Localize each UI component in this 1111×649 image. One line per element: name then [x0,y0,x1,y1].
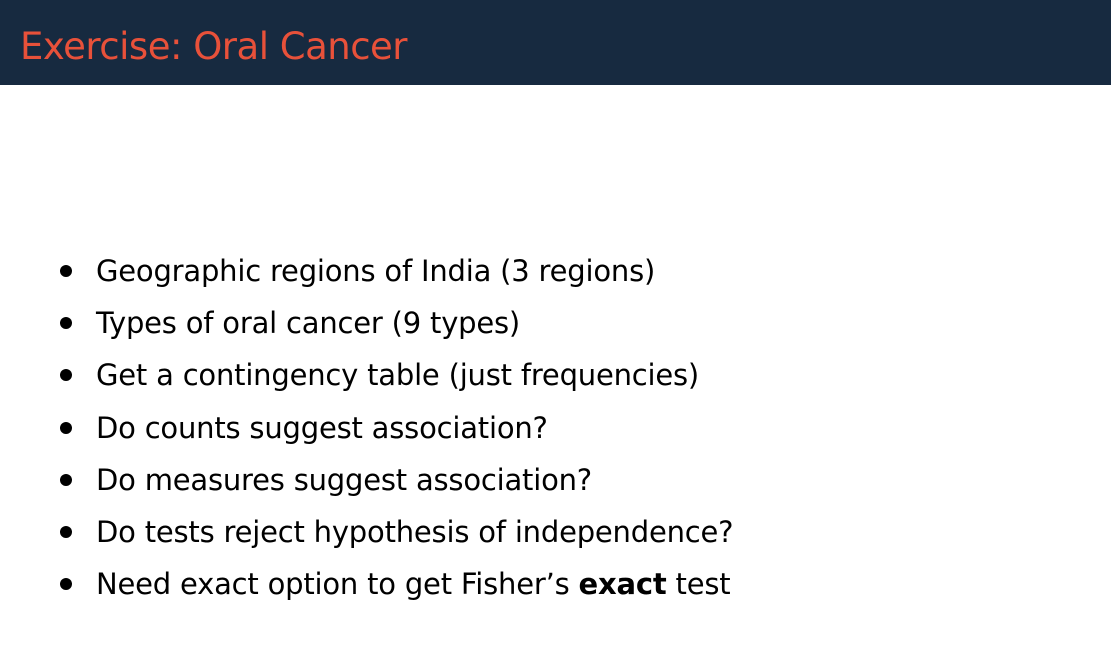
bullet-text-part: test [666,567,731,602]
bullet-text-bold: exact [578,567,667,602]
bullet-dot-icon [60,421,72,434]
slide-title: Exercise: Oral Cancer [20,25,408,68]
bullet-text: Geographic regions of India (3 regions) [96,254,656,288]
bullet-text: Do measures suggest association? [96,462,592,497]
bullet-text: Types of oral cancer (9 types) [96,306,521,341]
bullet-text-part: Need exact option to get Fisher’s [96,567,579,602]
bullet-dot-icon [60,578,72,591]
bullet-text: Get a contingency table (just frequencie… [96,358,700,393]
bullet-text: Do counts suggest association? [96,410,548,445]
bullet-dot-icon [60,317,72,330]
title-bar: Exercise: Oral Cancer [0,0,1111,85]
bullet-text: Need exact option to get Fisher’s exact … [96,561,731,607]
bullet-dot-icon [60,473,72,486]
bullet-dot-icon [60,265,72,277]
bullet-text: Do tests reject hypothesis of independen… [96,514,734,549]
bullet-dot-icon [60,525,72,538]
bullet-dot-icon [60,369,72,382]
